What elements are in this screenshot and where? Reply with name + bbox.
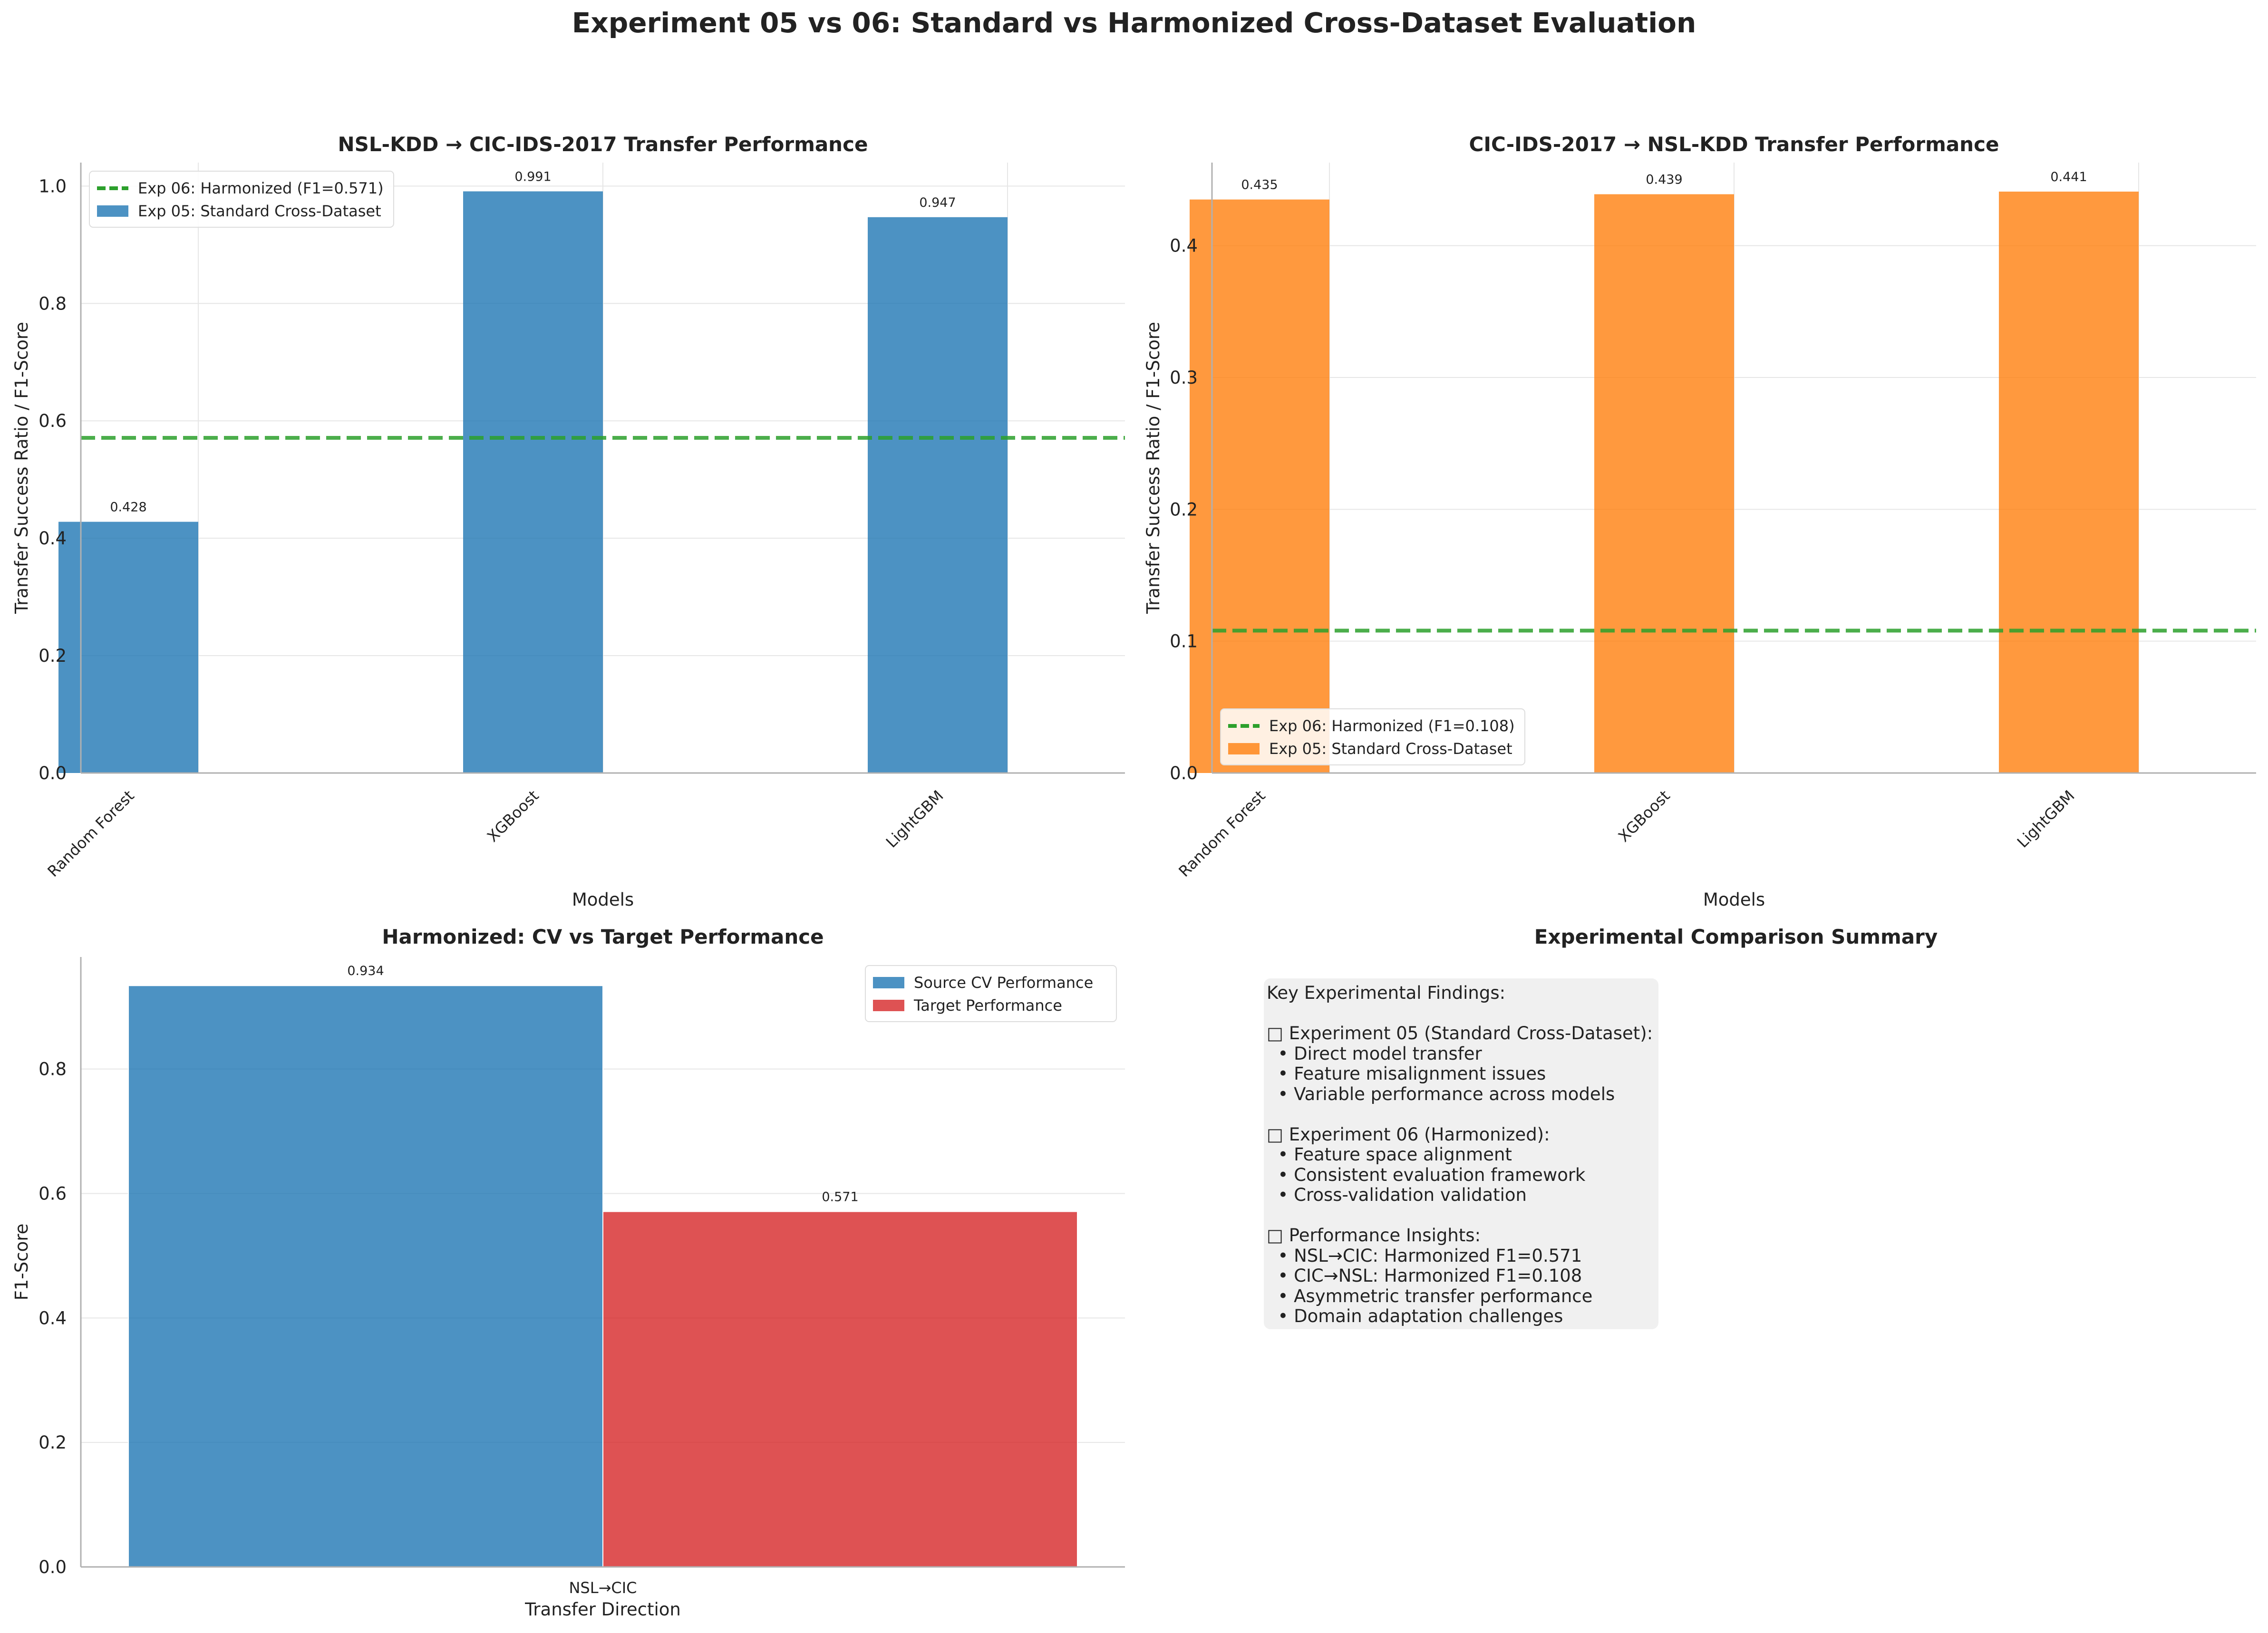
y-tick-label: 0.2 <box>39 1432 67 1453</box>
x-tick-label: NSL→CIC <box>569 1579 637 1597</box>
bar-value-label: 0.947 <box>919 195 956 210</box>
summary-text: Key Experimental Findings: □ Experiment … <box>1267 983 1653 1326</box>
legend-label: Exp 05: Standard Cross-Dataset <box>1269 740 1512 758</box>
legend-box <box>89 171 394 228</box>
x-tick-label: Random Forest <box>1175 787 1269 880</box>
legend-label: Exp 05: Standard Cross-Dataset <box>138 202 381 220</box>
x-axis-label: Models <box>572 889 634 910</box>
y-tick-label: 0.4 <box>39 1308 67 1328</box>
x-axis-label: Models <box>1703 889 1765 910</box>
y-tick-label: 0.4 <box>39 528 67 549</box>
y-axis-label: F1-Score <box>11 1224 32 1301</box>
x-tick-label: LightGBM <box>2014 787 2078 851</box>
bar <box>1999 192 2139 773</box>
y-tick-label: 0.3 <box>1170 367 1198 388</box>
legend-box <box>865 965 1117 1022</box>
bar <box>463 191 603 773</box>
summary-box: Key Experimental Findings: □ Experiment … <box>1264 978 1658 1329</box>
panel-nsl-to-cic: 0.428 0.991 0.947 0.0 0.2 0.4 0.6 0.8 1.0 Random … <box>11 133 1125 910</box>
y-tick-label: 0.0 <box>1170 763 1198 783</box>
legend-box <box>1220 708 1525 765</box>
panel-harmonized-cv-vs-target: 0.934 0.571 0.0 0.2 0.4 0.6 0.8 NSL→CIC Harmoniz… <box>11 925 1125 1620</box>
x-tick-label: LightGBM <box>882 787 947 851</box>
legend-label: Exp 06: Harmonized (F1=0.571) <box>138 179 384 197</box>
legend-swatch <box>97 205 128 217</box>
summary-title: Experimental Comparison Summary <box>1534 925 1938 948</box>
legend-label: Source CV Performance <box>914 974 1093 992</box>
panel-title: NSL-KDD → CIC-IDS-2017 Transfer Performa… <box>338 133 868 156</box>
legend-swatch <box>1228 743 1260 754</box>
bar <box>58 522 198 773</box>
y-tick-label: 0.1 <box>1170 631 1198 652</box>
legend: Exp 06: Harmonized (F1=0.108) Exp 05: Sta… <box>1220 708 1525 765</box>
y-axis-label: Transfer Success Ratio / F1-Score <box>11 322 32 614</box>
bar <box>1594 194 1734 773</box>
y-tick-label: 0.4 <box>1170 236 1198 256</box>
y-axis-label: Transfer Success Ratio / F1-Score <box>1143 322 1163 614</box>
legend-swatch <box>873 977 904 988</box>
panel-title: CIC-IDS-2017 → NSL-KDD Transfer Performa… <box>1469 133 1999 156</box>
y-tick-label: 0.2 <box>1170 499 1198 520</box>
x-axis-label: Transfer Direction <box>524 1599 681 1620</box>
bar-value-label: 0.428 <box>110 500 146 515</box>
x-tick-label: XGBoost <box>1615 787 1674 846</box>
x-tick-label: XGBoost <box>484 787 543 846</box>
bar-value-label: 0.441 <box>2050 170 2087 184</box>
bar <box>868 217 1008 773</box>
y-tick-label: 0.0 <box>39 1557 67 1577</box>
bar <box>602 1211 1078 1567</box>
bar <box>1190 199 1329 773</box>
bar-value-label: 0.435 <box>1241 178 1278 193</box>
y-tick-label: 1.0 <box>39 176 67 196</box>
x-tick-label: Random Forest <box>44 787 137 880</box>
y-tick-label: 0.8 <box>39 293 67 314</box>
legend-label: Exp 06: Harmonized (F1=0.108) <box>1269 717 1515 735</box>
bar-value-label: 0.571 <box>822 1189 858 1204</box>
panel-title: Harmonized: CV vs Target Performance <box>382 925 824 948</box>
figure-title: Experiment 05 vs 06: Standard vs Harmoni… <box>572 7 1696 39</box>
y-tick-label: 0.6 <box>39 411 67 431</box>
legend-label: Target Performance <box>913 996 1062 1015</box>
y-tick-label: 0.8 <box>39 1059 67 1080</box>
legend: Exp 06: Harmonized (F1=0.571) Exp 05: Sta… <box>89 171 394 228</box>
bar-value-label: 0.991 <box>514 169 551 184</box>
bar-value-label: 0.439 <box>1646 173 1682 187</box>
y-tick-label: 0.2 <box>39 646 67 666</box>
legend: Source CV Performance Target Performance <box>865 965 1117 1022</box>
y-tick-label: 0.6 <box>39 1183 67 1204</box>
y-tick-label: 0.0 <box>39 763 67 783</box>
panel-cic-to-nsl: 0.435 0.439 0.441 0.0 0.1 0.2 0.3 0.4 Random For… <box>1143 133 2256 910</box>
legend-swatch <box>873 1000 904 1011</box>
bar <box>128 985 603 1567</box>
bar-value-label: 0.934 <box>347 964 384 978</box>
